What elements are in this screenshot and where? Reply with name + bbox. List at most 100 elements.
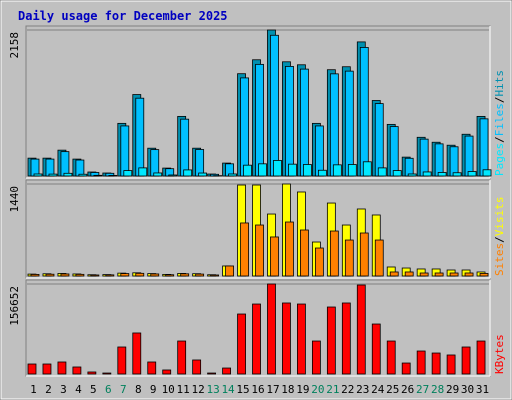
x-tick-label: 7 (120, 383, 127, 396)
legend-entry: Hits (493, 70, 506, 97)
bar (389, 126, 399, 177)
bar (297, 303, 306, 375)
bar (416, 350, 426, 375)
bar (117, 346, 127, 375)
x-tick-label: 24 (371, 383, 385, 396)
bar (303, 164, 312, 177)
bar (168, 174, 178, 177)
chart-title: Daily usage for December 2025 (18, 9, 228, 23)
bar (464, 272, 474, 277)
bar (222, 367, 231, 375)
bar (362, 161, 372, 177)
bar (314, 247, 324, 277)
bar (75, 273, 85, 277)
legend-separator: / (493, 97, 506, 104)
bar (252, 303, 261, 375)
bar (162, 369, 172, 375)
x-tick-label: 22 (341, 383, 354, 396)
bar (300, 68, 309, 177)
bar (198, 172, 208, 177)
legend-entry: Files (493, 103, 506, 136)
bar (446, 354, 456, 375)
bar (464, 135, 474, 177)
bar (192, 359, 202, 375)
legend-entry: Visits (493, 197, 506, 237)
x-tick-label: 9 (150, 383, 157, 396)
y-tick-label: 2158 (8, 32, 21, 59)
legend-entry: Pages (493, 143, 506, 176)
bar (105, 274, 115, 277)
bar (341, 302, 351, 375)
x-tick-label: 1 (30, 383, 37, 396)
bar (135, 97, 145, 177)
bar (344, 239, 354, 277)
bar (258, 163, 267, 177)
x-tick-label: 10 (162, 383, 175, 396)
legend: KBytes (493, 334, 506, 374)
bar (87, 371, 97, 375)
bar (461, 346, 471, 375)
x-tick-label: 25 (386, 383, 399, 396)
bar (317, 169, 327, 177)
bar (374, 239, 384, 277)
x-tick-label: 28 (431, 383, 444, 396)
bar (165, 274, 175, 277)
bar (314, 125, 324, 177)
bar (344, 70, 354, 177)
bar (270, 34, 279, 177)
x-tick-label: 4 (75, 383, 82, 396)
bar (300, 229, 309, 277)
bar (225, 265, 234, 277)
bar (45, 158, 55, 177)
bar (237, 313, 246, 375)
bar (63, 172, 73, 177)
bar (449, 146, 459, 177)
x-tick-label: 13 (206, 383, 219, 396)
bar (285, 221, 294, 277)
bar (210, 274, 220, 277)
bar (326, 306, 336, 375)
x-tick-label: 8 (135, 383, 142, 396)
x-tick-label: 3 (60, 383, 67, 396)
x-tick-label: 12 (192, 383, 205, 396)
legend-separator: / (493, 236, 506, 243)
bar (45, 273, 55, 277)
bar (27, 363, 37, 375)
bar (419, 272, 429, 277)
x-tick-label: 16 (251, 383, 264, 396)
bar (449, 272, 459, 277)
x-tick-label: 17 (266, 383, 279, 396)
x-tick-label: 2 (45, 383, 52, 396)
bar (476, 340, 486, 375)
bar (482, 169, 492, 177)
bar (60, 151, 70, 177)
bar (332, 164, 342, 177)
bar (404, 157, 414, 177)
bar (270, 236, 279, 277)
bar (401, 362, 411, 375)
legend-separator: / (493, 136, 506, 143)
bar (72, 366, 82, 375)
x-tick-label: 26 (401, 383, 414, 396)
bar (392, 170, 402, 177)
bar (153, 172, 163, 177)
bar (57, 361, 67, 375)
bar (120, 273, 130, 277)
bar (123, 170, 133, 177)
bar (30, 274, 40, 277)
bar (93, 174, 103, 177)
bar (359, 47, 369, 177)
bar (48, 173, 58, 177)
bar (374, 103, 384, 177)
bar (311, 340, 321, 375)
bar (243, 164, 252, 177)
x-tick-label: 14 (221, 383, 235, 396)
bar (347, 164, 357, 177)
bar (267, 283, 276, 375)
x-tick-label: 23 (356, 383, 369, 396)
bar (195, 273, 205, 277)
y-tick-label: 156652 (8, 286, 21, 326)
bar (434, 143, 444, 177)
